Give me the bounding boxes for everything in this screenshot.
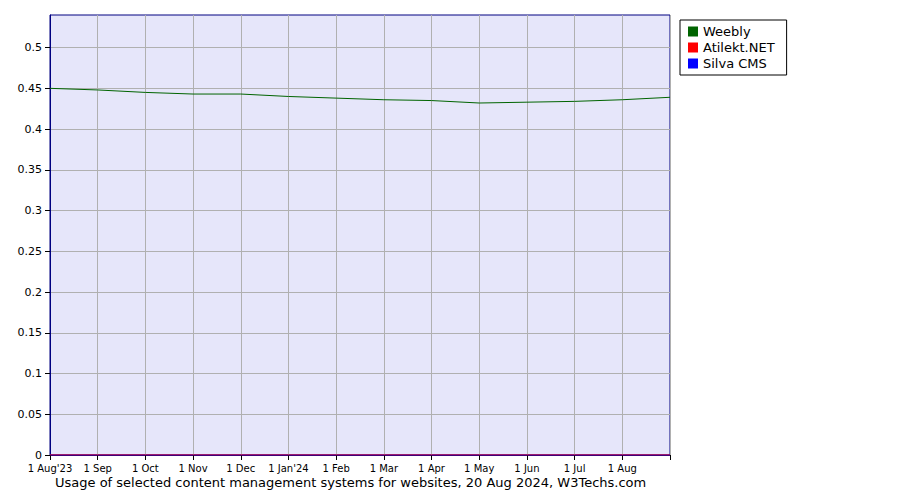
svg-text:1 Oct: 1 Oct — [132, 463, 159, 474]
svg-text:0.2: 0.2 — [25, 286, 43, 299]
svg-text:0.1: 0.1 — [25, 367, 43, 380]
svg-text:Weebly: Weebly — [703, 24, 751, 39]
svg-text:0.5: 0.5 — [25, 41, 43, 54]
svg-text:Silva CMS: Silva CMS — [703, 56, 767, 71]
svg-text:0: 0 — [35, 449, 42, 462]
svg-text:1 Dec: 1 Dec — [226, 463, 255, 474]
svg-text:1 Sep: 1 Sep — [83, 463, 111, 474]
svg-text:0.05: 0.05 — [18, 408, 43, 421]
svg-text:1 May: 1 May — [464, 463, 494, 474]
svg-text:1 Jun: 1 Jun — [514, 463, 539, 474]
svg-text:1 Apr: 1 Apr — [418, 463, 446, 474]
svg-text:1 Aug: 1 Aug — [608, 463, 637, 474]
svg-text:0.35: 0.35 — [18, 163, 43, 176]
svg-text:1 Jul: 1 Jul — [564, 463, 586, 474]
svg-text:0.4: 0.4 — [25, 123, 43, 136]
svg-text:0.3: 0.3 — [25, 204, 43, 217]
svg-text:1 Feb: 1 Feb — [323, 463, 350, 474]
svg-text:0.45: 0.45 — [18, 82, 43, 95]
svg-text:Usage of selected content mana: Usage of selected content management sys… — [55, 475, 646, 490]
svg-text:1 Aug'23: 1 Aug'23 — [28, 463, 73, 474]
svg-text:1 Mar: 1 Mar — [370, 463, 399, 474]
svg-text:1 Nov: 1 Nov — [179, 463, 208, 474]
svg-text:1 Jan'24: 1 Jan'24 — [268, 463, 308, 474]
svg-text:0.25: 0.25 — [18, 245, 43, 258]
svg-text:Atilekt.NET: Atilekt.NET — [703, 40, 775, 55]
svg-text:0.15: 0.15 — [18, 326, 43, 339]
